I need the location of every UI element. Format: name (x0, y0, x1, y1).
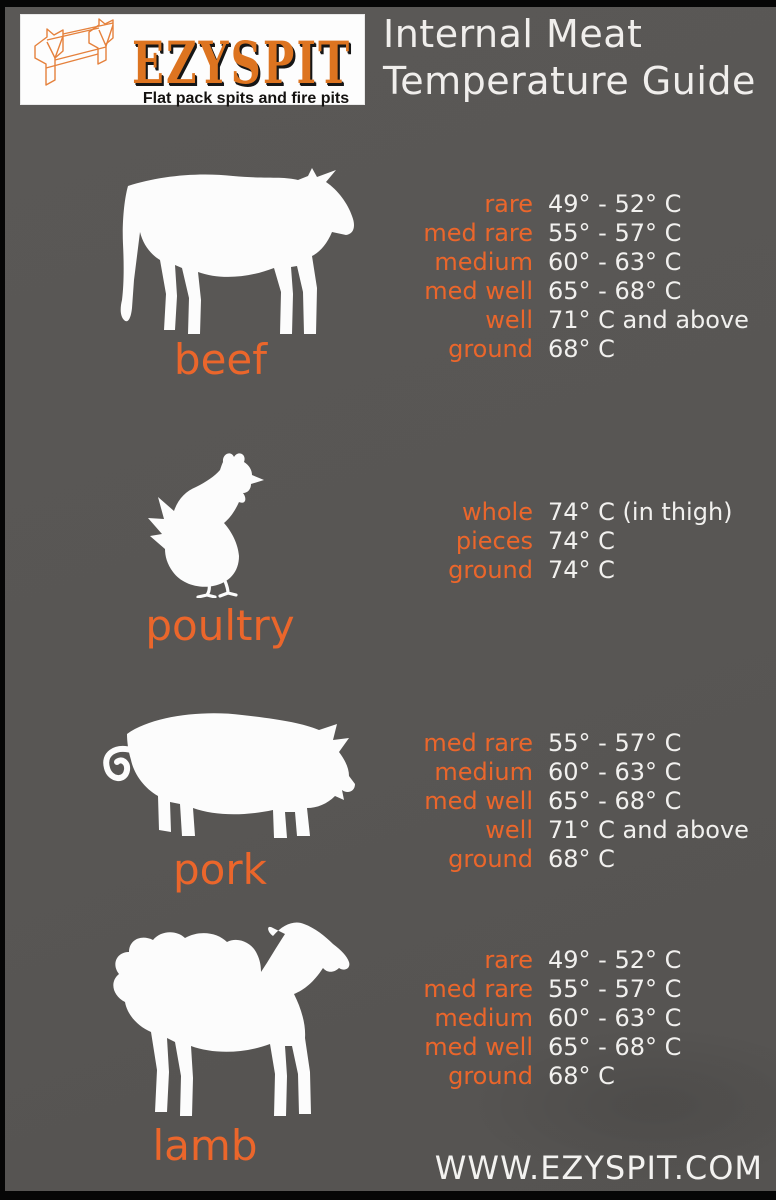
temperature-value: 55° - 57° C (548, 729, 682, 757)
beef-temperature-table: rare 49° - 52° C med rare 55° - 57° C me… (383, 190, 749, 364)
section-label-pork: pork (173, 845, 267, 894)
doneness-label: med well (424, 277, 533, 305)
temperature-value: 55° - 57° C (548, 219, 682, 247)
doneness-label: rare (484, 190, 533, 218)
temp-row: med rare 55° - 57° C (383, 219, 749, 248)
temperature-value: 65° - 68° C (548, 787, 682, 815)
title-line-2: Temperature Guide (383, 59, 756, 103)
pork-temperature-table: med rare 55° - 57° C medium 60° - 63° C … (383, 729, 749, 874)
temp-row: well 71° C and above (383, 306, 749, 335)
sheep-silhouette-icon (113, 922, 350, 1116)
temp-row: med well 65° - 68° C (383, 277, 749, 306)
left-border (0, 0, 5, 1200)
temp-row: ground 68° C (383, 845, 749, 874)
temperature-value: 65° - 68° C (548, 277, 682, 305)
doneness-label: med well (424, 1033, 533, 1061)
temp-row: medium 60° - 63° C (383, 758, 749, 787)
title-line-1: Internal Meat (383, 12, 643, 56)
lamb-temperature-table: rare 49° - 52° C med rare 55° - 57° C me… (383, 946, 681, 1091)
doneness-label: medium (434, 1004, 533, 1032)
temperature-value: 74° C (548, 556, 615, 584)
doneness-label: whole (462, 498, 533, 526)
temp-row: med rare 55° - 57° C (383, 975, 681, 1004)
temp-row: whole 74° C (in thigh) (383, 498, 733, 527)
temperature-value: 49° - 52° C (548, 190, 682, 218)
section-label-poultry: poultry (145, 601, 295, 650)
doneness-label: med rare (423, 729, 533, 757)
temperature-value: 74° C (in thigh) (548, 498, 733, 526)
pig-silhouette-icon (103, 713, 355, 838)
temp-row: med well 65° - 68° C (383, 1033, 681, 1062)
temperature-value: 71° C and above (548, 816, 749, 844)
doneness-label: ground (448, 335, 533, 363)
temperature-value: 71° C and above (548, 306, 749, 334)
poultry-temperature-table: whole 74° C (in thigh) pieces 74° C grou… (383, 498, 733, 585)
doneness-label: medium (434, 248, 533, 276)
temp-row: well 71° C and above (383, 816, 749, 845)
doneness-label: pieces (455, 527, 533, 555)
doneness-label: med rare (423, 975, 533, 1003)
temperature-value: 68° C (548, 335, 615, 363)
temperature-value: 49° - 52° C (548, 946, 682, 974)
doneness-label: ground (448, 1062, 533, 1090)
temp-row: medium 60° - 63° C (383, 248, 749, 277)
doneness-label: well (485, 816, 533, 844)
doneness-label: well (485, 306, 533, 334)
temperature-value: 55° - 57° C (548, 975, 682, 1003)
temperature-value: 74° C (548, 527, 615, 555)
temp-row: ground 68° C (383, 1062, 681, 1091)
website-url: WWW.EZYSPIT.COM (434, 1149, 763, 1187)
temperature-value: 60° - 63° C (548, 1004, 682, 1032)
flat-pack-spit-icon (34, 18, 114, 86)
top-border (0, 0, 776, 7)
temp-row: med rare 55° - 57° C (383, 729, 749, 758)
brand-name: EZYSPIT (132, 29, 352, 97)
temp-row: ground 74° C (383, 556, 733, 585)
doneness-label: med rare (423, 219, 533, 247)
doneness-label: ground (448, 556, 533, 584)
doneness-label: ground (448, 845, 533, 873)
chicken-silhouette-icon (148, 453, 264, 598)
temp-row: med well 65° - 68° C (383, 787, 749, 816)
section-label-beef: beef (173, 335, 268, 384)
page-title: Internal Meat Temperature Guide (383, 11, 756, 105)
temp-row: rare 49° - 52° C (383, 946, 681, 975)
temp-row: rare 49° - 52° C (383, 190, 749, 219)
bottom-border (0, 1191, 776, 1200)
section-label-lamb: lamb (152, 1121, 258, 1170)
brand-tagline: Flat pack spits and fire pits (142, 90, 350, 107)
temperature-value: 68° C (548, 1062, 615, 1090)
doneness-label: med well (424, 787, 533, 815)
doneness-label: medium (434, 758, 533, 786)
doneness-label: rare (484, 946, 533, 974)
temperature-value: 65° - 68° C (548, 1033, 682, 1061)
ezyspit-logo: EZYSPIT Flat pack spits and fire pits (20, 14, 365, 107)
temperature-value: 60° - 63° C (548, 248, 682, 276)
temp-row: ground 68° C (383, 335, 749, 364)
temperature-value: 60° - 63° C (548, 758, 682, 786)
cow-silhouette-icon (120, 168, 354, 334)
temperature-value: 68° C (548, 845, 615, 873)
temp-row: medium 60° - 63° C (383, 1004, 681, 1033)
temp-row: pieces 74° C (383, 527, 733, 556)
